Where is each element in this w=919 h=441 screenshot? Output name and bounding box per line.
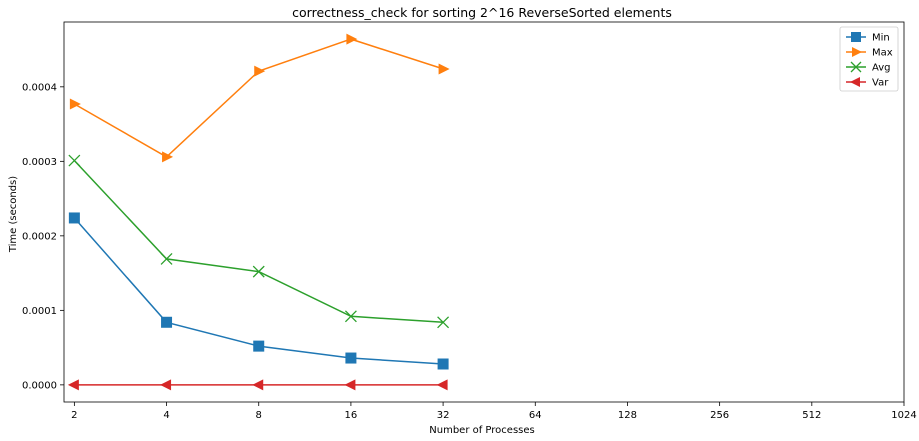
data-point bbox=[161, 316, 173, 328]
legend: Min Max Avg Var bbox=[839, 26, 899, 92]
legend-label: Min bbox=[872, 33, 890, 44]
x-tick-label: 1024 bbox=[891, 410, 916, 421]
x-tick-label: 64 bbox=[529, 410, 542, 421]
data-point bbox=[162, 151, 174, 163]
legend-box bbox=[839, 26, 899, 92]
data-point bbox=[69, 98, 81, 110]
data-point bbox=[68, 154, 81, 167]
data-point bbox=[852, 47, 862, 57]
x-axis-label: Number of Processes bbox=[429, 425, 534, 436]
x-tick-label: 8 bbox=[256, 410, 262, 421]
y-axis: 0.0000 0.0001 0.0002 0.0003 0.0004 bbox=[22, 82, 64, 391]
y-tick-label: 0.0003 bbox=[22, 157, 57, 168]
legend-item: Max bbox=[846, 47, 893, 59]
data-point bbox=[253, 340, 265, 352]
data-point bbox=[850, 77, 860, 87]
legend-item: Var bbox=[846, 77, 889, 89]
data-point bbox=[252, 265, 265, 278]
x-axis: 2 4 8 16 32 64 128 256 512 1024 bbox=[71, 402, 917, 421]
legend-label: Avg bbox=[872, 63, 891, 74]
series-min bbox=[68, 212, 449, 370]
data-point bbox=[344, 310, 357, 323]
y-axis-label: Time (seconds) bbox=[8, 176, 19, 253]
y-tick-label: 0.0001 bbox=[22, 306, 57, 317]
y-tick-label: 0.0002 bbox=[22, 231, 57, 242]
data-point bbox=[160, 252, 173, 265]
series-line bbox=[73, 160, 444, 324]
series-max bbox=[69, 33, 450, 163]
data-point bbox=[160, 379, 172, 391]
chart-title: correctness_check for sorting 2^16 Rever… bbox=[292, 5, 672, 20]
legend-label: Max bbox=[872, 48, 893, 59]
y-tick-label: 0.0004 bbox=[22, 82, 57, 93]
data-point bbox=[252, 379, 264, 391]
data-point bbox=[438, 63, 450, 75]
series-var bbox=[67, 379, 448, 391]
x-tick-label: 32 bbox=[437, 410, 450, 421]
data-point bbox=[437, 316, 450, 329]
x-tick-label: 128 bbox=[618, 410, 637, 421]
x-tick-label: 256 bbox=[710, 410, 729, 421]
x-tick-label: 4 bbox=[163, 410, 169, 421]
y-tick-label: 0.0000 bbox=[22, 380, 57, 391]
data-point bbox=[437, 358, 449, 370]
data-point bbox=[346, 33, 358, 45]
legend-item: Avg bbox=[846, 61, 891, 74]
data-point bbox=[436, 379, 448, 391]
x-tick-label: 2 bbox=[71, 410, 77, 421]
legend-item: Min bbox=[846, 32, 890, 44]
series-layer bbox=[67, 33, 450, 391]
x-tick-label: 16 bbox=[345, 410, 358, 421]
series-avg bbox=[68, 154, 450, 329]
data-point bbox=[851, 32, 861, 42]
legend-label: Var bbox=[872, 78, 889, 89]
data-point bbox=[850, 61, 862, 73]
data-point bbox=[254, 65, 266, 77]
x-tick-label: 512 bbox=[802, 410, 821, 421]
plot-area bbox=[63, 21, 905, 403]
data-point bbox=[67, 379, 79, 391]
series-line bbox=[74, 38, 444, 158]
data-point bbox=[344, 379, 356, 391]
data-point bbox=[345, 352, 357, 364]
data-point bbox=[68, 212, 80, 224]
